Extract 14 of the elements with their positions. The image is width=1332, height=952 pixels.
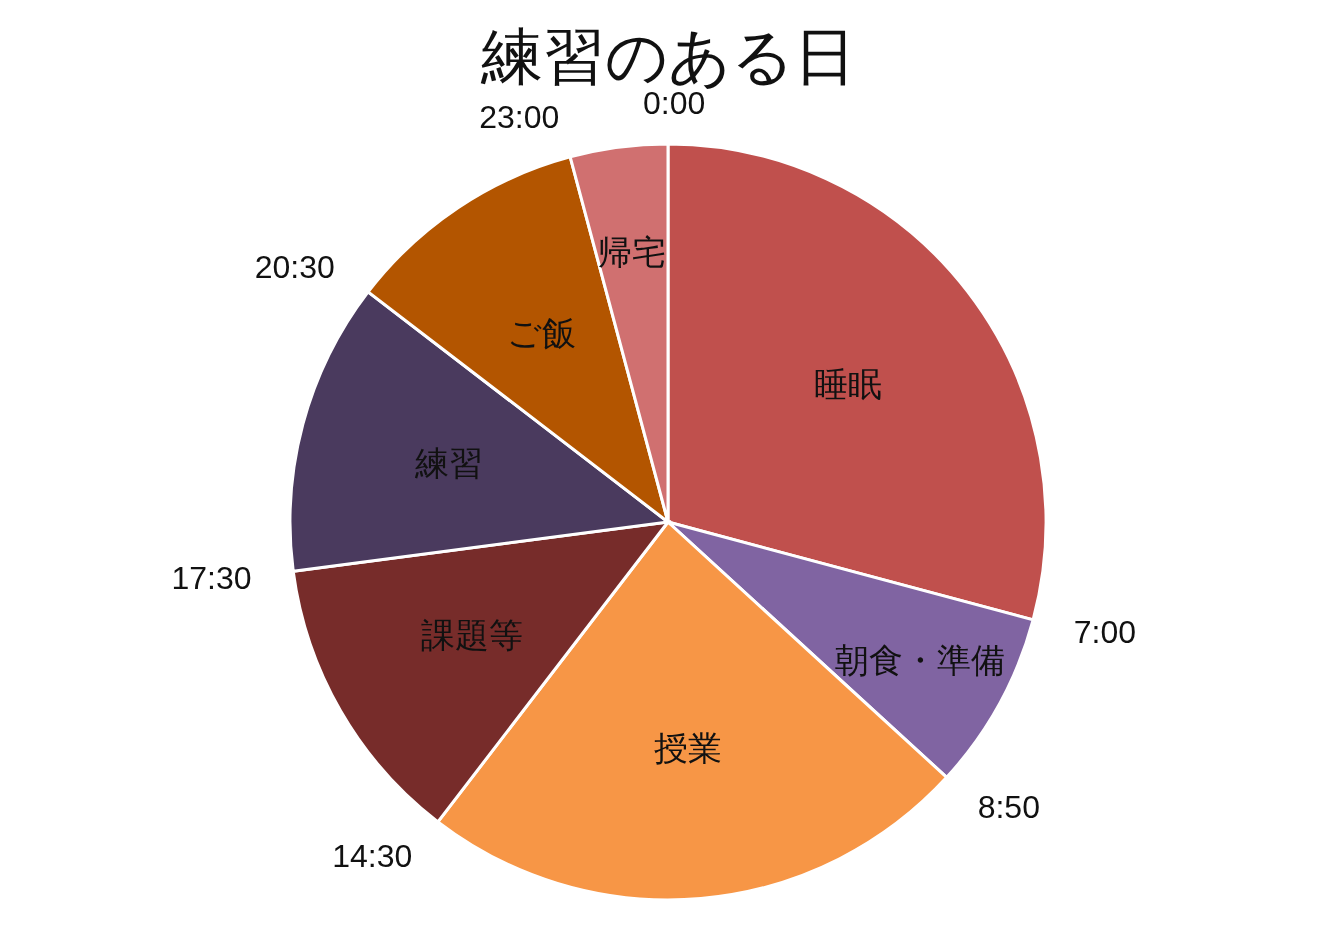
text: 7:00 <box>1073 613 1136 650</box>
chart-title: 練習のある日 <box>479 22 856 91</box>
text: 8:50 <box>977 788 1040 825</box>
slice-label: 練習 <box>413 444 483 483</box>
slice-label: 課題等 <box>420 616 523 655</box>
slice-label: 睡眠 <box>813 364 882 403</box>
slice-label: 朝食・準備 <box>834 641 1005 680</box>
text: 14:30 <box>332 838 413 875</box>
slice-label: ご飯 <box>507 314 577 353</box>
text: 20:30 <box>254 249 335 286</box>
slice-label: 授業 <box>653 728 722 767</box>
text: 17:30 <box>171 559 252 596</box>
slice-label: 帰宅 <box>598 233 667 272</box>
text: 23:00 <box>479 99 560 136</box>
